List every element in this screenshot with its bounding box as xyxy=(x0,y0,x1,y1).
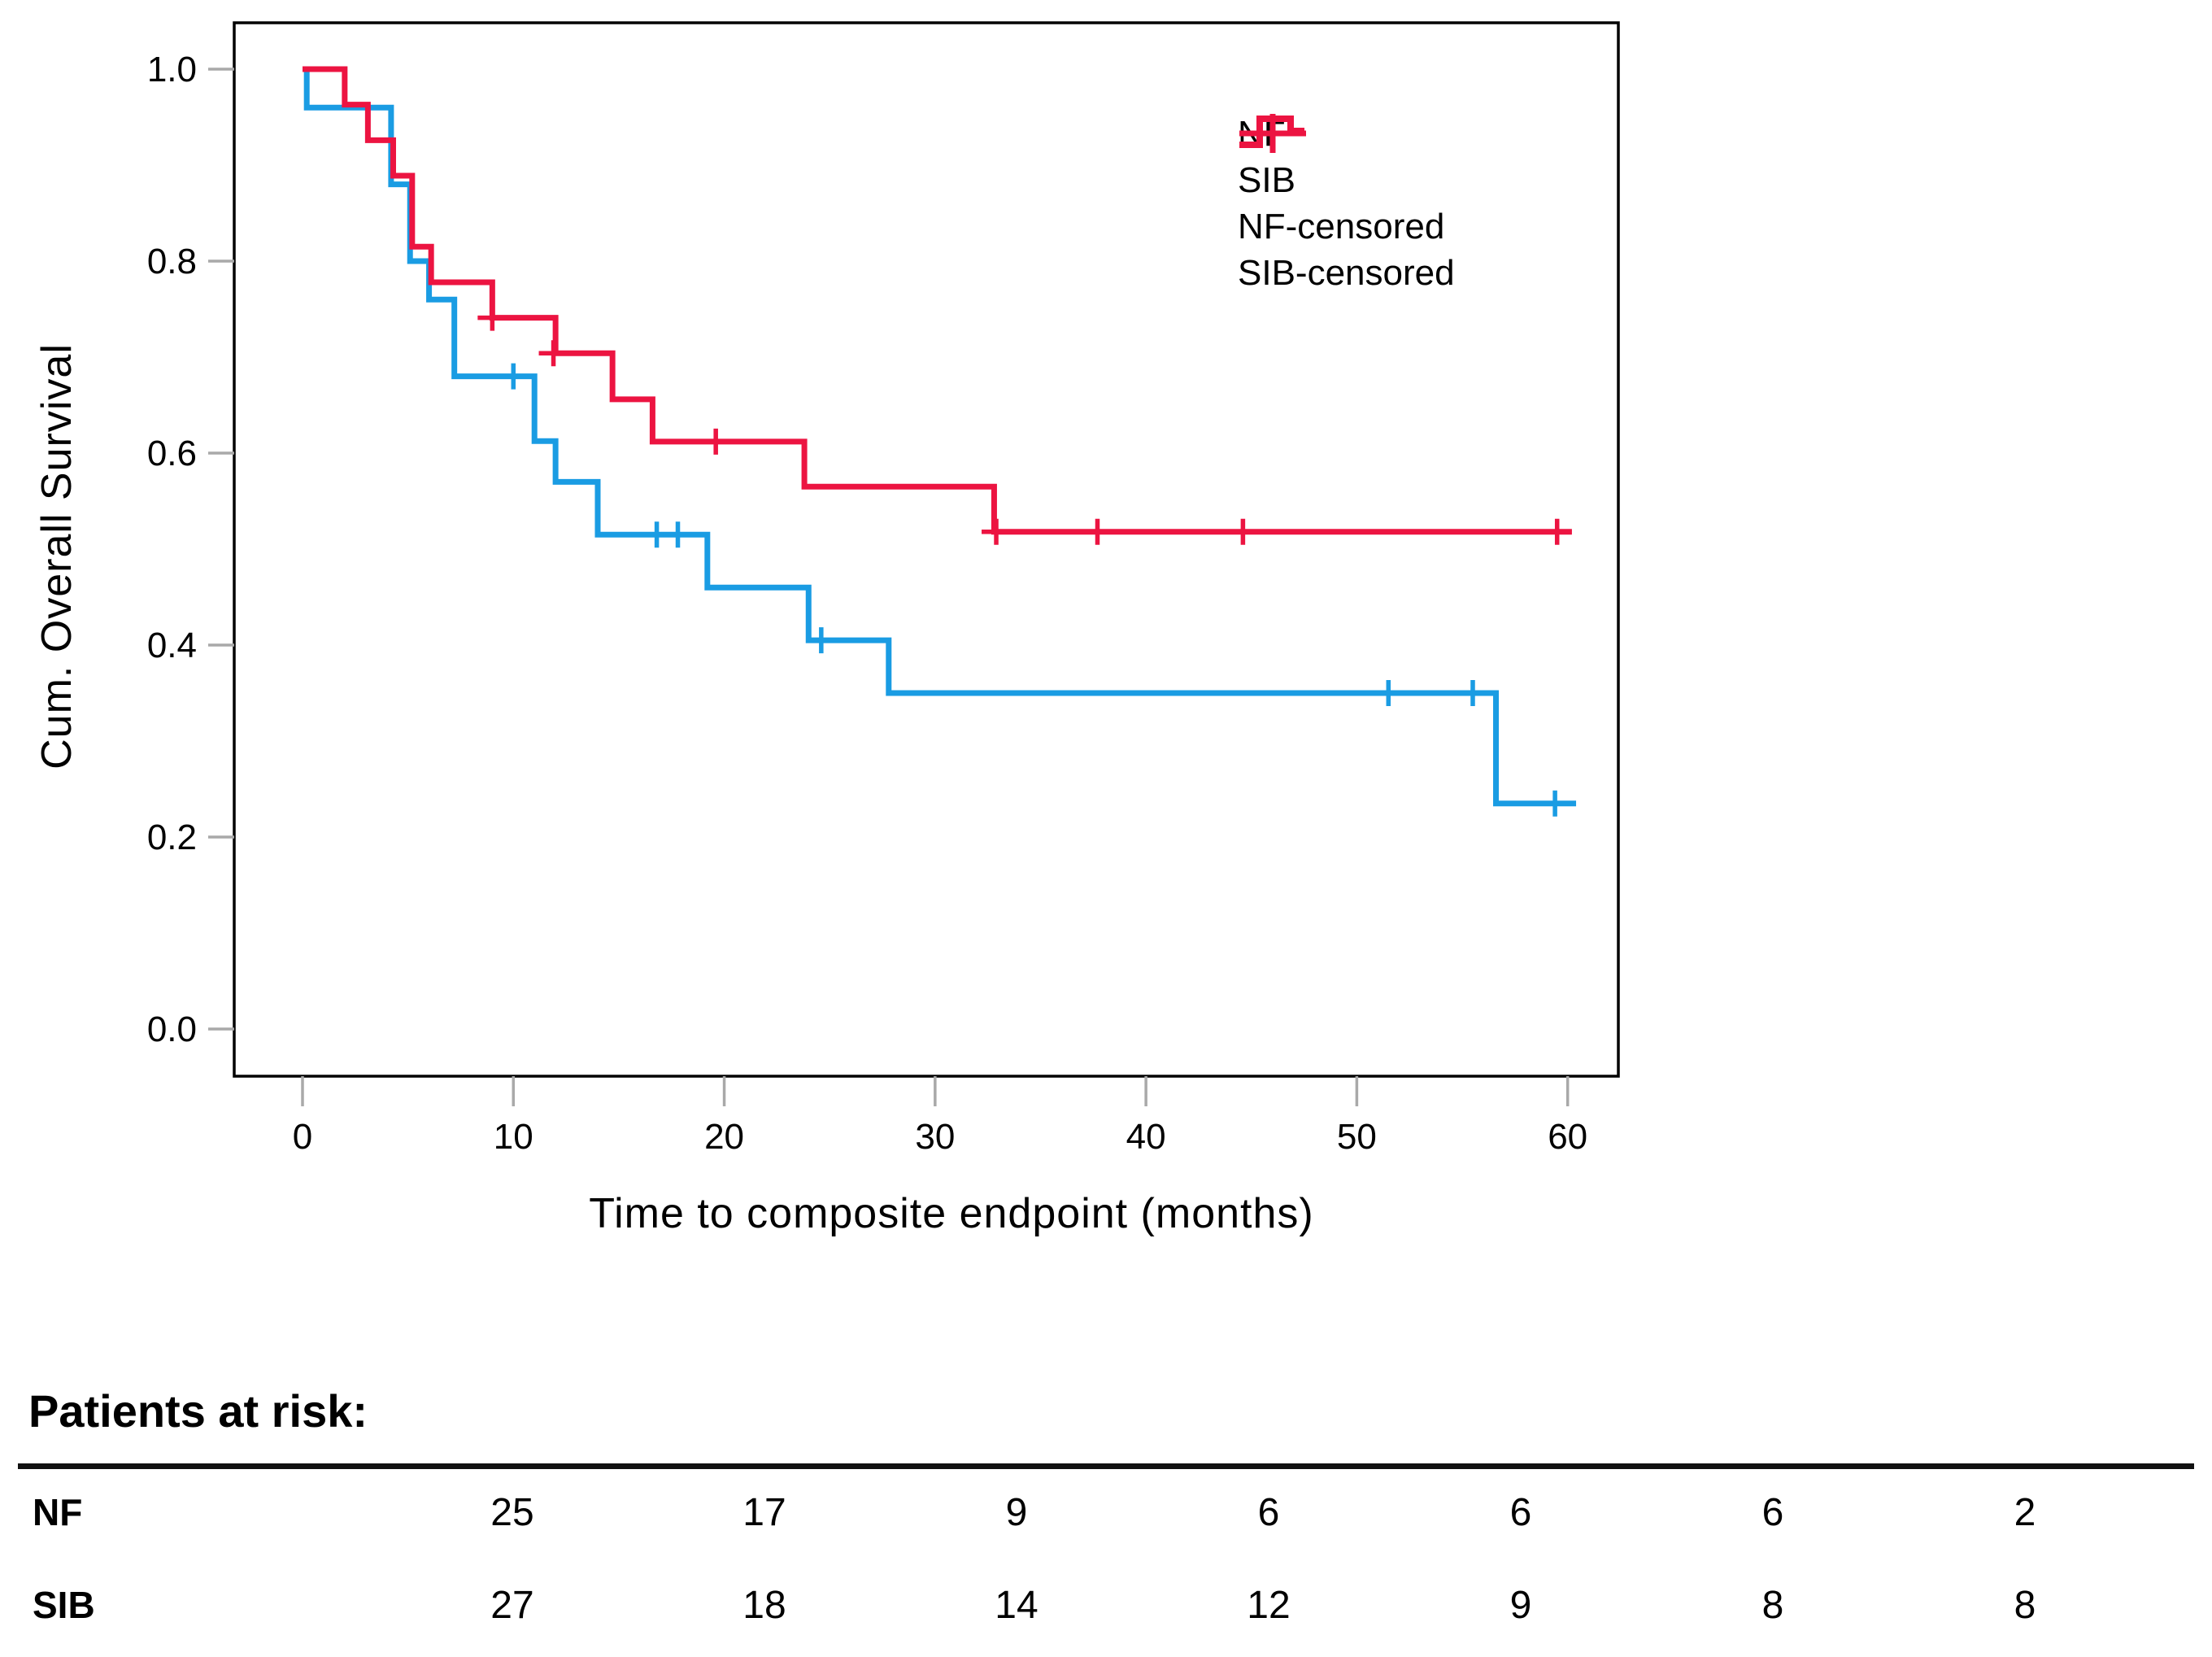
risk-cell-sib-t30: 12 xyxy=(1247,1584,1291,1627)
risk-cell-nf-t10: 17 xyxy=(742,1491,786,1534)
nf-censor-mark xyxy=(1458,680,1487,706)
nf-censor-mark xyxy=(499,363,529,390)
y-tick-label: 0.0 xyxy=(147,1009,197,1049)
risk-cell-nf-t60: 2 xyxy=(2014,1491,2036,1534)
y-tick-label: 0.8 xyxy=(147,242,197,281)
legend-item-sib-censored: SIB-censored xyxy=(1238,114,1455,296)
risk-cell-sib-t0: 27 xyxy=(490,1584,534,1627)
risk-cell-nf-t50: 6 xyxy=(1761,1491,1784,1534)
sib-censor-mark xyxy=(477,304,507,331)
legend-item-nf-censored: NF-censored xyxy=(1238,114,1455,250)
legend-cross-glyph xyxy=(1239,114,1306,153)
risk-cell-sib-t20: 14 xyxy=(995,1584,1039,1627)
risk-cell-sib-t60: 8 xyxy=(2014,1584,2036,1627)
risk-table-title: Patients at risk: xyxy=(28,1385,368,1437)
sib-censor-mark xyxy=(1228,518,1258,545)
risk-row-label-sib: SIB xyxy=(33,1584,95,1626)
nf-censor-mark xyxy=(806,627,836,654)
y-tick-label: 1.0 xyxy=(147,50,197,89)
risk-cell-nf-t0: 25 xyxy=(490,1491,534,1534)
plot-frame xyxy=(233,21,1620,1078)
sib-curve xyxy=(303,66,1572,535)
risk-cell-nf-t30: 6 xyxy=(1257,1491,1280,1534)
x-axis-title: Time to composite endpoint (months) xyxy=(589,1190,1314,1237)
nf-curve xyxy=(303,66,1577,807)
nf-censor-mark xyxy=(663,521,693,548)
nf-censor-mark xyxy=(1540,790,1570,817)
x-tick-label: 60 xyxy=(1548,1117,1587,1157)
x-tick-label: 0 xyxy=(293,1117,312,1157)
x-tick-label: 50 xyxy=(1337,1117,1377,1157)
y-axis-title: Cum. Overall Survival xyxy=(33,343,81,770)
risk-cell-nf-t20: 9 xyxy=(1005,1491,1028,1534)
legend-item-sib: SIB xyxy=(1238,116,1455,203)
risk-row-label-nf: NF xyxy=(33,1491,83,1533)
risk-cell-sib-t50: 8 xyxy=(1761,1584,1784,1627)
risk-cell-nf-t40: 6 xyxy=(1509,1491,1532,1534)
legend-label: SIB xyxy=(1238,159,1295,200)
risk-cell-sib-t10: 18 xyxy=(742,1584,786,1627)
y-tick-label: 0.6 xyxy=(147,434,197,473)
legend-label: SIB-censored xyxy=(1238,252,1455,293)
sib-censor-mark xyxy=(1542,518,1572,545)
sib-censor-mark xyxy=(538,340,568,367)
sib-censor-mark xyxy=(701,428,731,455)
sib-censor-mark xyxy=(1082,518,1113,545)
censor-cross-icon xyxy=(1239,114,1306,153)
x-tick-label: 20 xyxy=(704,1117,744,1157)
y-tick-label: 0.4 xyxy=(147,626,197,665)
risk-table-rule xyxy=(18,1463,2194,1469)
nf-censor-mark xyxy=(1374,680,1404,706)
survival-plot: 0.0 0.2 0.4 0.6 0.8 1.0 0 10 20 30 40 50 60 xyxy=(147,21,1620,1157)
y-tick-label: 0.2 xyxy=(147,818,197,857)
x-tick-label: 40 xyxy=(1126,1117,1166,1157)
legend: NF SIB NF-censored SIB-censored xyxy=(1238,111,1455,296)
x-tick-label: 10 xyxy=(494,1117,533,1157)
x-tick-label: 30 xyxy=(915,1117,955,1157)
sib-censor-mark xyxy=(982,518,1012,545)
risk-cell-sib-t40: 9 xyxy=(1509,1584,1532,1627)
legend-label: NF-censored xyxy=(1238,206,1445,246)
